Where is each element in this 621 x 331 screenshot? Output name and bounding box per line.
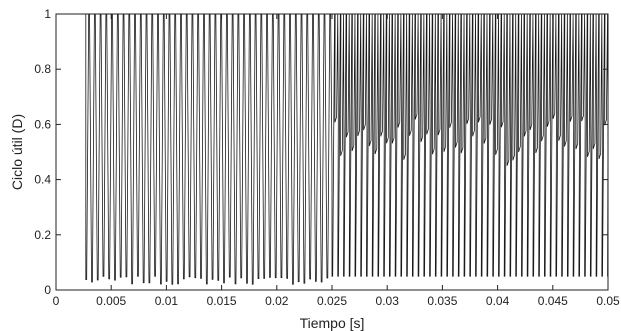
x-tick-label: 0.01 — [155, 294, 179, 308]
x-tick-label: 0.025 — [317, 294, 347, 308]
y-axis-ticks: 0 0.2 0.4 0.6 0.8 1 — [34, 7, 608, 297]
y-axis-title: Ciclo útil (D) — [9, 114, 25, 190]
x-tick-label: 0.015 — [207, 294, 237, 308]
duty-cycle-series-line — [56, 13, 609, 285]
y-tick-label: 1 — [44, 7, 51, 21]
x-tick-label: 0.005 — [96, 294, 126, 308]
x-axis-title: Tiempo [s] — [300, 315, 365, 331]
y-tick-label: 0 — [44, 283, 51, 297]
x-axis-ticks: 0 0.005 0.01 0.015 0.02 0.025 0.03 0.035 0.04 0.0… — [53, 14, 620, 308]
signal-layer — [56, 13, 609, 285]
x-tick-label: 0.05 — [596, 294, 620, 308]
x-tick-label: 0.04 — [486, 294, 510, 308]
x-tick-label: 0.03 — [376, 294, 400, 308]
x-tick-label: 0 — [53, 294, 60, 308]
x-tick-label: 0.045 — [538, 294, 568, 308]
y-tick-label: 0.8 — [34, 62, 51, 76]
y-tick-label: 0.2 — [34, 228, 51, 242]
y-tick-label: 0.6 — [34, 117, 51, 131]
x-tick-label: 0.035 — [427, 294, 457, 308]
x-tick-label: 0.02 — [265, 294, 289, 308]
y-tick-label: 0.4 — [34, 173, 51, 187]
